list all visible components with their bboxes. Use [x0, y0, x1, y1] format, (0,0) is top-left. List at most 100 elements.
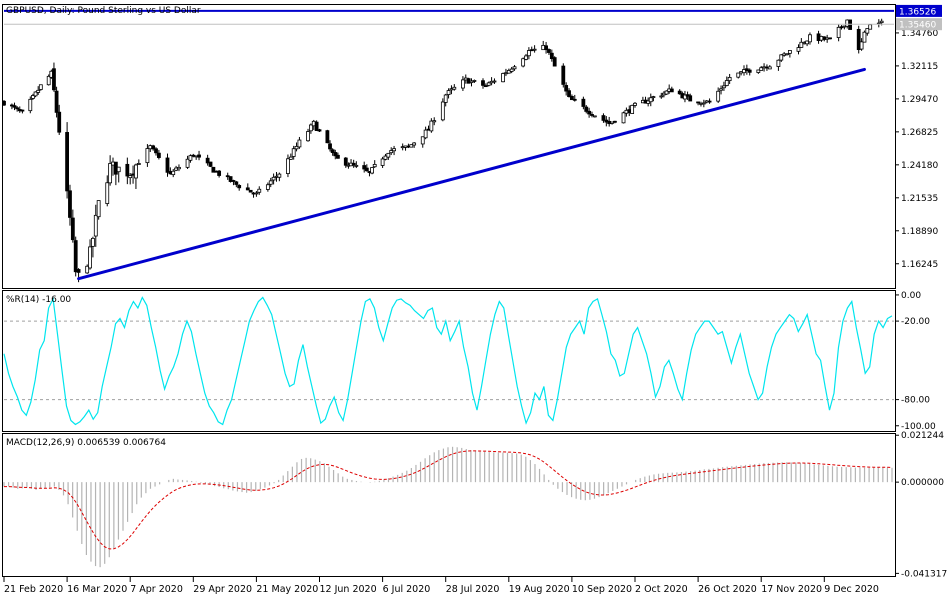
candle-body[interactable]	[33, 91, 38, 97]
candle-body[interactable]	[364, 167, 369, 172]
candle-body[interactable]	[65, 132, 69, 192]
candle-body[interactable]	[165, 157, 170, 173]
candle-body[interactable]	[330, 149, 335, 153]
candle-body[interactable]	[561, 65, 566, 85]
candle-body[interactable]	[440, 101, 445, 121]
candle-body[interactable]	[526, 50, 531, 57]
candle-body[interactable]	[31, 95, 35, 99]
candle-body[interactable]	[759, 67, 764, 71]
candle-body[interactable]	[584, 106, 589, 112]
candle-body[interactable]	[677, 90, 682, 95]
candle-body[interactable]	[306, 131, 310, 142]
candle-body[interactable]	[613, 120, 617, 123]
candle-body[interactable]	[808, 34, 812, 43]
candle-body[interactable]	[171, 170, 176, 176]
candle-body[interactable]	[291, 148, 296, 157]
candle-body[interactable]	[601, 115, 606, 121]
candle-body[interactable]	[125, 163, 130, 177]
candle-body[interactable]	[701, 102, 706, 105]
candle-body[interactable]	[610, 121, 614, 124]
candle-body[interactable]	[472, 80, 477, 82]
candle-body[interactable]	[328, 143, 332, 150]
candle-body[interactable]	[93, 214, 98, 237]
candle-body[interactable]	[420, 136, 425, 145]
candle-body[interactable]	[308, 124, 313, 132]
candle-body[interactable]	[630, 104, 635, 114]
candle-body[interactable]	[234, 181, 239, 185]
candle-body[interactable]	[756, 69, 761, 73]
candle-body[interactable]	[633, 102, 637, 106]
macd-plot[interactable]	[3, 446, 893, 568]
candle-body[interactable]	[389, 150, 394, 154]
candle-body[interactable]	[354, 164, 359, 167]
candle-body[interactable]	[70, 217, 75, 241]
candle-body[interactable]	[862, 31, 867, 43]
candle-body[interactable]	[12, 105, 17, 108]
candle-body[interactable]	[747, 69, 752, 73]
candle-body[interactable]	[46, 75, 51, 86]
candle-body[interactable]	[452, 86, 457, 90]
candle-body[interactable]	[481, 80, 485, 86]
candle-body[interactable]	[197, 154, 201, 158]
candle-body[interactable]	[716, 90, 721, 102]
candle-body[interactable]	[696, 101, 700, 104]
candle-body[interactable]	[96, 200, 101, 218]
candle-body[interactable]	[859, 41, 864, 50]
candle-body[interactable]	[128, 175, 133, 179]
candle-body[interactable]	[68, 190, 72, 218]
candle-body[interactable]	[265, 184, 270, 190]
candle-body[interactable]	[461, 79, 465, 89]
candle-body[interactable]	[136, 163, 141, 165]
candle-body[interactable]	[592, 115, 597, 118]
candle-body[interactable]	[856, 28, 861, 51]
candle-body[interactable]	[409, 144, 414, 148]
candle-body[interactable]	[879, 20, 884, 23]
candle-body[interactable]	[509, 68, 514, 72]
candle-body[interactable]	[343, 157, 348, 166]
candle-body[interactable]	[297, 139, 302, 148]
candle-body[interactable]	[799, 41, 804, 48]
candle-body[interactable]	[581, 98, 586, 107]
candle-body[interactable]	[429, 120, 434, 132]
candle-body[interactable]	[779, 54, 784, 61]
candle-body[interactable]	[237, 185, 242, 189]
candle-body[interactable]	[15, 107, 20, 110]
candle-body[interactable]	[205, 157, 210, 164]
candle-body[interactable]	[154, 148, 158, 154]
candle-body[interactable]	[707, 100, 712, 103]
candle-body[interactable]	[524, 55, 528, 60]
candle-body[interactable]	[412, 142, 417, 146]
candle-body[interactable]	[669, 88, 674, 93]
candle-body[interactable]	[268, 180, 273, 185]
candle-body[interactable]	[664, 90, 669, 95]
candle-body[interactable]	[742, 69, 746, 74]
candle-body[interactable]	[767, 66, 772, 70]
candle-body[interactable]	[177, 166, 181, 170]
candle-body[interactable]	[134, 164, 138, 179]
candle-body[interactable]	[727, 77, 732, 82]
candle-body[interactable]	[36, 89, 41, 93]
candle-body[interactable]	[828, 37, 832, 40]
candle-body[interactable]	[587, 110, 592, 115]
candle-body[interactable]	[483, 85, 488, 88]
candle-body[interactable]	[370, 167, 374, 174]
candle-body[interactable]	[446, 90, 451, 95]
candle-body[interactable]	[28, 98, 33, 112]
candle-body[interactable]	[188, 155, 193, 161]
candle-body[interactable]	[52, 68, 56, 91]
candle-body[interactable]	[362, 165, 367, 170]
candle-body[interactable]	[392, 148, 396, 152]
candle-body[interactable]	[351, 162, 356, 166]
candle-body[interactable]	[646, 100, 651, 104]
candle-body[interactable]	[277, 173, 282, 178]
candle-body[interactable]	[156, 152, 161, 158]
candle-body[interactable]	[73, 240, 78, 273]
candle-body[interactable]	[294, 145, 299, 150]
candle-body[interactable]	[722, 85, 726, 89]
candle-body[interactable]	[423, 129, 428, 139]
candle-body[interactable]	[88, 246, 92, 269]
candle-body[interactable]	[590, 114, 594, 116]
price-plot[interactable]	[2, 9, 895, 283]
candle-body[interactable]	[105, 182, 110, 204]
